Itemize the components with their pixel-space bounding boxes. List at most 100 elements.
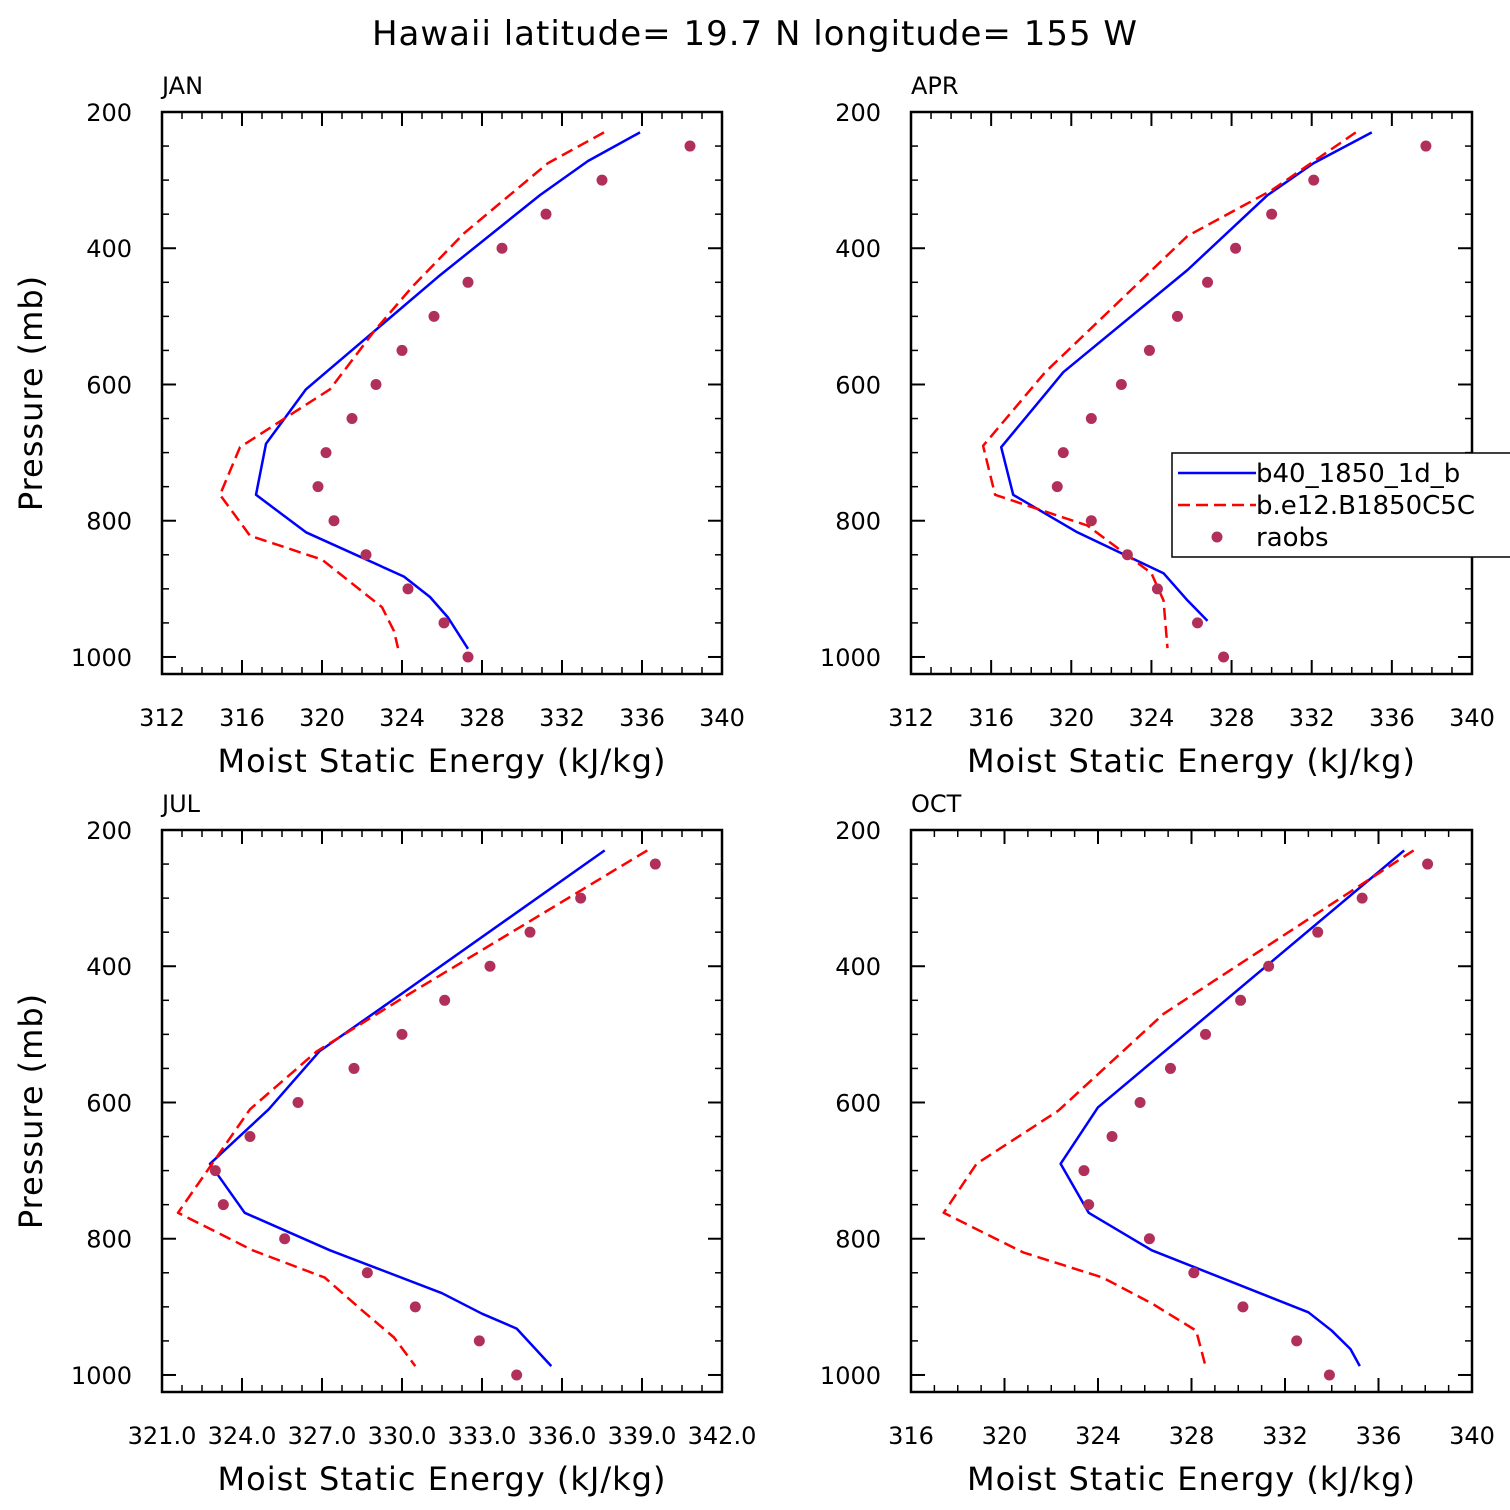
raobs-point [1078, 1165, 1090, 1177]
panel-oct: OCT 316 320 324 328 332 336 340 200 400 600 800 1000… [820, 790, 1495, 1498]
series-line-b-e12 [176, 849, 648, 1367]
panel-label: OCT [911, 790, 962, 818]
y-tick-label: 400 [835, 235, 881, 263]
panel-label: JUL [160, 790, 201, 818]
y-axis-label: Pressure (mb) [12, 275, 50, 511]
x-tick-label: 332 [1262, 1422, 1308, 1450]
x-tick-label: 324 [1075, 1422, 1121, 1450]
x-axis-label: Moist Static Energy (kJ/kg) [218, 1460, 667, 1498]
raobs-point [1263, 960, 1275, 972]
y-axis-label: Pressure (mb) [12, 993, 50, 1229]
raobs-point [360, 549, 372, 561]
raobs-point [1115, 378, 1127, 390]
raobs-point [328, 515, 340, 527]
x-tick-label: 336 [1356, 1422, 1402, 1450]
raobs-point [1083, 1199, 1095, 1211]
y-tick-label: 600 [86, 1089, 132, 1117]
x-tick-label: 324 [1129, 704, 1175, 732]
raobs-point [462, 276, 474, 288]
x-tick-label: 324.0 [208, 1422, 277, 1450]
x-tick-label: 316 [968, 704, 1014, 732]
series-line-b-e12 [942, 849, 1415, 1367]
x-tick-label: 336.0 [528, 1422, 597, 1450]
x-tick-label: 320 [1048, 704, 1094, 732]
raobs-point [1308, 174, 1320, 186]
panel-label: JAN [160, 72, 203, 100]
raobs-point [1230, 242, 1242, 254]
x-tick-label: 336 [1369, 704, 1415, 732]
plot-frame [909, 828, 1474, 1394]
y-tick-label: 1000 [820, 644, 881, 672]
x-axis-label: Moist Static Energy (kJ/kg) [967, 1460, 1416, 1498]
raobs-point [292, 1096, 304, 1108]
raobs-point [1051, 481, 1063, 493]
x-tick-label: 330.0 [368, 1422, 437, 1450]
raobs-point [439, 994, 451, 1006]
x-tick-label: 333.0 [448, 1422, 517, 1450]
y-tick-label: 800 [86, 1226, 132, 1254]
x-tick-label: 327.0 [288, 1422, 357, 1450]
series-line-b40 [1059, 849, 1406, 1367]
raobs-point [1134, 1096, 1146, 1108]
raobs-point [462, 651, 474, 663]
raobs-point [1164, 1062, 1176, 1074]
raobs-point [1422, 858, 1434, 870]
raobs-point [396, 344, 408, 356]
raobs-point [524, 926, 536, 938]
legend-swatch-raobs [1211, 531, 1223, 543]
raobs-point [1106, 1131, 1118, 1143]
raobs-point [312, 481, 324, 493]
raobs-point [1143, 344, 1155, 356]
x-axis-label: Moist Static Energy (kJ/kg) [218, 742, 667, 780]
raobs-point [1085, 515, 1097, 527]
x-tick-label: 321.0 [128, 1422, 197, 1450]
raobs-point [1291, 1335, 1303, 1347]
x-tick-label: 328 [1169, 1422, 1215, 1450]
raobs-point [396, 1028, 408, 1040]
legend-label: raobs [1256, 523, 1329, 553]
raobs-point [1420, 140, 1432, 152]
raobs-point [438, 617, 450, 629]
x-tick-label: 320 [982, 1422, 1028, 1450]
plot-frame [160, 110, 724, 676]
raobs-point [684, 140, 696, 152]
y-tick-label: 1000 [71, 1362, 132, 1390]
raobs-point [1323, 1369, 1335, 1381]
y-tick-label: 400 [86, 953, 132, 981]
y-tick-label: 600 [835, 1089, 881, 1117]
x-tick-label: 340 [1449, 1422, 1495, 1450]
plot-frame [160, 828, 724, 1394]
plot-frame [909, 110, 1474, 676]
y-tick-label: 600 [835, 371, 881, 399]
raobs-point [496, 242, 508, 254]
x-tick-label: 320 [299, 704, 345, 732]
raobs-point [1218, 651, 1230, 663]
raobs-point [402, 583, 414, 595]
panel-jan: JAN 312 316 320 324 328 332 336 340 200 400 600 800 1… [12, 72, 745, 780]
x-axis-label: Moist Static Energy (kJ/kg) [967, 742, 1416, 780]
panel-jul: JUL 321.0 324.0 327.0 330.0 333.0 336.0 339.0 34… [12, 790, 756, 1498]
raobs-point [1237, 1301, 1249, 1313]
series-line-b40 [999, 131, 1373, 622]
y-tick-label: 200 [835, 99, 881, 127]
x-tick-label: 336 [619, 704, 665, 732]
y-tick-label: 800 [86, 508, 132, 536]
raobs-point [1143, 1233, 1155, 1245]
raobs-point [1151, 583, 1163, 595]
x-tick-label: 340 [1449, 704, 1495, 732]
raobs-point [1057, 447, 1069, 459]
raobs-point [1235, 994, 1247, 1006]
panel-apr: APR 312 316 320 324 328 332 336 340 200 400 600 800 1… [820, 72, 1510, 780]
x-tick-label: 316 [888, 1422, 934, 1450]
raobs-point [596, 174, 608, 186]
raobs-point [1188, 1267, 1200, 1279]
raobs-point [1085, 413, 1097, 425]
raobs-point [1266, 208, 1278, 220]
raobs-point [209, 1165, 221, 1177]
figure-title: Hawaii latitude= 19.7 N longitude= 155 W [372, 14, 1138, 54]
y-tick-label: 800 [835, 1226, 881, 1254]
raobs-point [1356, 892, 1368, 904]
raobs-point [217, 1199, 229, 1211]
x-tick-label: 328 [1209, 704, 1255, 732]
